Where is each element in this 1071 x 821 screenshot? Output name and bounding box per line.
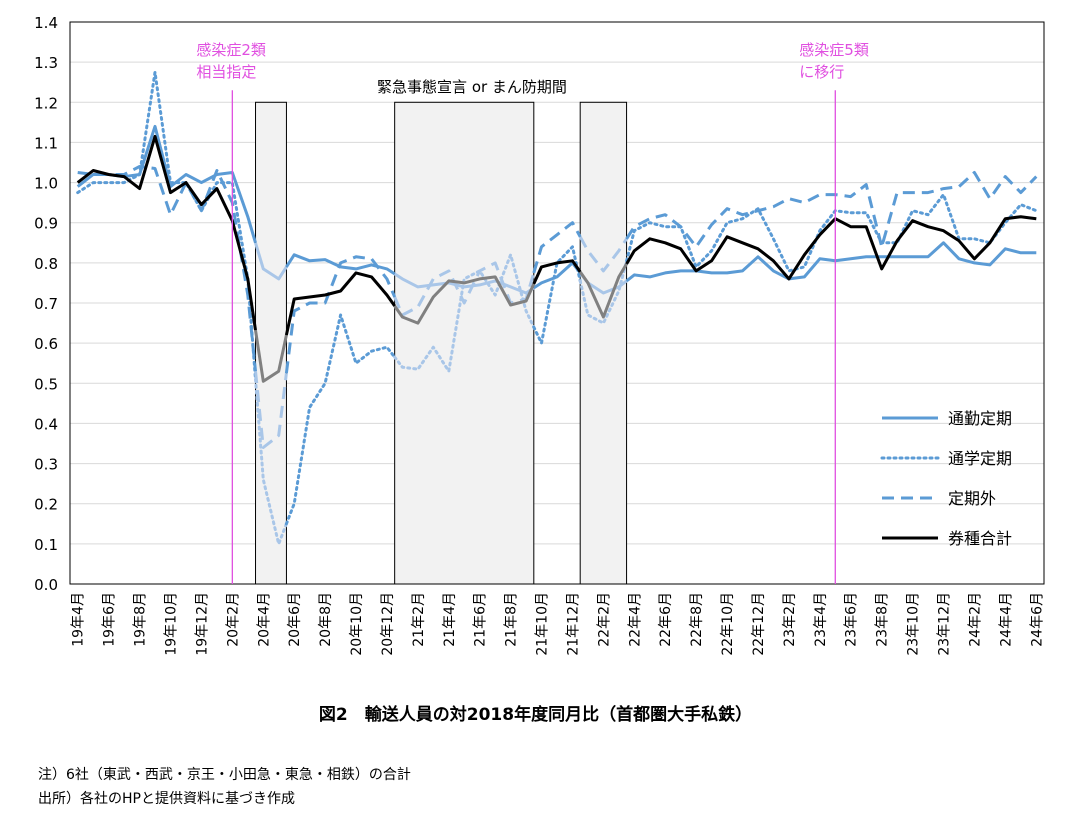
note-composition: 注）6社（東武・西武・京王・小田急・東急・相鉄）の合計 xyxy=(38,767,411,783)
y-tick-label: 0.0 xyxy=(34,576,58,594)
shaded-period xyxy=(255,101,287,585)
x-tick-label: 20年12月 xyxy=(380,592,396,656)
shaded-periods-label: 緊急事態宣言 or まん防期間 xyxy=(377,78,567,96)
series-line-segment xyxy=(284,313,397,526)
x-tick-label: 22年10月 xyxy=(720,592,736,656)
x-tick-label: 19年8月 xyxy=(133,592,149,647)
y-tick-label: 0.6 xyxy=(34,335,58,353)
x-tick-label: 22年4月 xyxy=(627,592,643,647)
series-line-segment xyxy=(76,124,257,244)
series-line-segment xyxy=(532,259,582,285)
y-tick-label: 0.4 xyxy=(34,415,58,433)
x-tick-label: 24年2月 xyxy=(967,592,983,647)
x-tick-label: 21年12月 xyxy=(566,592,582,656)
series-line-segment xyxy=(254,377,288,546)
series-券種合計 xyxy=(76,134,1037,383)
x-tick-label: 22年12月 xyxy=(751,592,767,656)
series-line-segment xyxy=(254,371,288,449)
note-source: 出所）各社のHPと提供資料に基づき作成 xyxy=(38,791,295,807)
plot-border xyxy=(69,21,1045,585)
x-tick-label: 23年2月 xyxy=(782,592,798,647)
y-tick-label: 0.9 xyxy=(34,215,58,233)
legend-label: 券種合計 xyxy=(948,529,1012,548)
series-line-segment xyxy=(625,193,1038,273)
x-tick-label: 22年8月 xyxy=(689,592,705,647)
y-tick-labels: 0.0 0.1 0.2 0.3 0.4 0.5 0.6 0.7 0.8 0.9 1.0 1.1 1.2 1… xyxy=(34,14,58,594)
x-tick-label: 24年6月 xyxy=(1029,592,1045,647)
x-tick-label: 19年10月 xyxy=(164,592,180,656)
shaded-period xyxy=(394,101,535,585)
x-tick-label: 21年2月 xyxy=(411,592,427,647)
series-line-segment xyxy=(625,171,1038,249)
y-tick-label: 0.8 xyxy=(34,255,58,273)
x-tick-label: 24年4月 xyxy=(998,592,1014,647)
x-tick-label: 21年10月 xyxy=(535,592,551,656)
x-tick-labels: 19年4月 19年6月 19年8月 19年10月 19年12月 20年2月 20年4月 20年… xyxy=(71,592,1046,656)
x-tick-label: 23年4月 xyxy=(813,592,829,647)
x-tick-label: 23年6月 xyxy=(844,592,860,647)
event-marker-label: に移行 xyxy=(799,63,844,81)
series-line-segment xyxy=(393,253,536,373)
x-tick-label: 19年12月 xyxy=(194,592,210,656)
gridlines xyxy=(70,21,1044,545)
series-通学定期 xyxy=(76,70,1038,546)
x-tick-label: 23年12月 xyxy=(937,592,953,656)
x-tick-label: 21年6月 xyxy=(473,592,489,647)
series-line-segment xyxy=(393,275,536,325)
series-line-segment xyxy=(625,241,1037,283)
series-line-segment xyxy=(77,165,257,372)
series-line-segment xyxy=(578,263,628,319)
x-tick-label: 23年8月 xyxy=(875,592,891,647)
series-line-segment xyxy=(578,259,629,325)
series-line-segment xyxy=(284,255,397,374)
x-tick-label: 20年4月 xyxy=(256,592,272,647)
series-line-segment xyxy=(625,215,1037,281)
chart-title: 図2 輸送人員の対2018年度同月比（首都圏大手私鉄） xyxy=(318,705,753,725)
x-tick-label: 22年6月 xyxy=(658,592,674,647)
y-tick-label: 0.1 xyxy=(34,536,58,554)
x-tick-label: 20年2月 xyxy=(225,592,241,647)
x-tick-label: 20年6月 xyxy=(287,592,303,647)
y-tick-label: 0.5 xyxy=(34,375,58,393)
series-line-segment xyxy=(532,221,582,274)
shaded-period xyxy=(579,101,628,585)
x-tick-label: 23年10月 xyxy=(906,592,922,656)
y-tick-label: 1.1 xyxy=(34,134,58,152)
event-marker-label: 相当指定 xyxy=(196,63,256,81)
x-tick-label: 22年2月 xyxy=(596,592,612,647)
y-tick-label: 1.3 xyxy=(34,54,58,72)
event-marker-label: 感染症5類 xyxy=(799,41,869,59)
series-line-segment xyxy=(76,70,257,381)
y-tick-label: 0.3 xyxy=(34,456,58,474)
series-line-segment xyxy=(393,261,536,317)
legend-label: 定期外 xyxy=(948,489,996,508)
y-tick-label: 1.2 xyxy=(34,94,58,112)
x-tick-label: 19年4月 xyxy=(71,592,87,647)
event-marker-label: 感染症2類 xyxy=(196,41,266,59)
y-tick-label: 0.7 xyxy=(34,295,58,313)
axes xyxy=(69,21,1045,585)
series-定期外 xyxy=(77,165,1038,449)
legend-label: 通勤定期 xyxy=(948,409,1012,428)
y-tick-label: 1.4 xyxy=(34,14,58,32)
series-line-segment xyxy=(284,271,396,336)
series-line-segment xyxy=(578,236,628,273)
y-tick-label: 1.0 xyxy=(34,175,58,193)
shaded-periods xyxy=(255,101,628,585)
x-tick-label: 20年10月 xyxy=(349,592,365,656)
legend-label: 通学定期 xyxy=(948,449,1012,468)
series-通勤定期 xyxy=(76,124,1037,295)
series-lines xyxy=(76,70,1038,546)
x-tick-label: 21年4月 xyxy=(442,592,458,647)
x-tick-label: 20年8月 xyxy=(318,592,334,647)
x-tick-label: 21年8月 xyxy=(504,592,520,647)
x-tick-label: 19年6月 xyxy=(102,592,118,647)
series-line-segment xyxy=(254,242,288,281)
y-tick-label: 0.2 xyxy=(34,496,58,514)
series-line-segment xyxy=(254,329,288,383)
